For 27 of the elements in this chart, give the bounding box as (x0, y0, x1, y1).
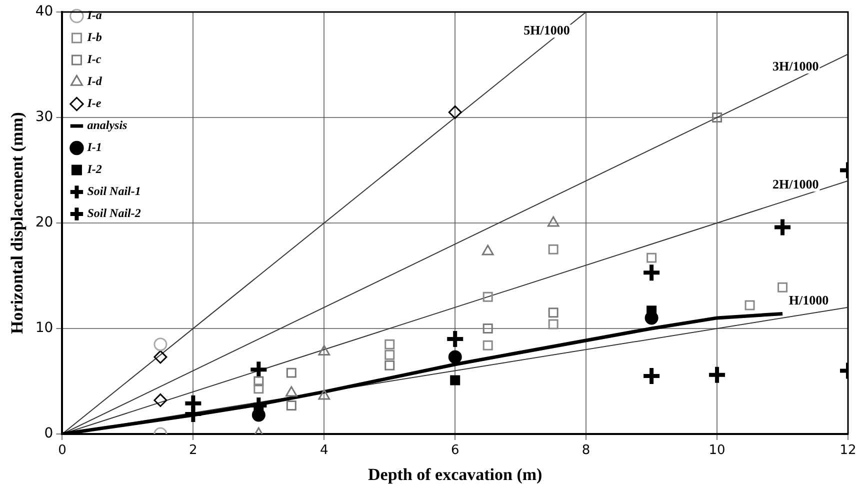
legend-label: I-1 (86, 140, 102, 154)
x-tick-label: 12 (840, 443, 856, 458)
x-tick-label: 0 (58, 443, 66, 458)
y-tick-label: 40 (35, 4, 54, 20)
x-tick-label: 2 (189, 443, 198, 458)
legend-label: Soil Nail-2 (87, 206, 141, 220)
x-tick-label: 8 (582, 443, 590, 458)
legend-label: I-b (86, 30, 102, 44)
x-tick-label: 10 (708, 443, 726, 458)
legend-label: Soil Nail-1 (87, 184, 141, 198)
x-axis-title: Depth of excavation (m) (368, 465, 542, 484)
legend-label: I-2 (86, 162, 102, 176)
x-tick-label: 4 (320, 443, 328, 458)
y-tick-label: 30 (35, 109, 54, 126)
y-tick-label: 20 (35, 214, 54, 231)
y-tick-label: 0 (44, 426, 54, 442)
legend-label: I-e (86, 96, 102, 110)
annotation: 5H/1000 (524, 22, 570, 38)
annotation: 3H/1000 (772, 58, 819, 74)
legend-label: I-d (86, 74, 103, 88)
annotation: H/1000 (788, 292, 829, 308)
legend-label: I-c (86, 52, 102, 66)
y-tick-label: 10 (35, 320, 54, 336)
legend-label: analysis (87, 118, 128, 132)
annotation: 2H/1000 (772, 176, 819, 192)
x-tick-label: 6 (450, 443, 460, 458)
y-axis-title: Horizontal displacement (mm) (8, 112, 27, 334)
